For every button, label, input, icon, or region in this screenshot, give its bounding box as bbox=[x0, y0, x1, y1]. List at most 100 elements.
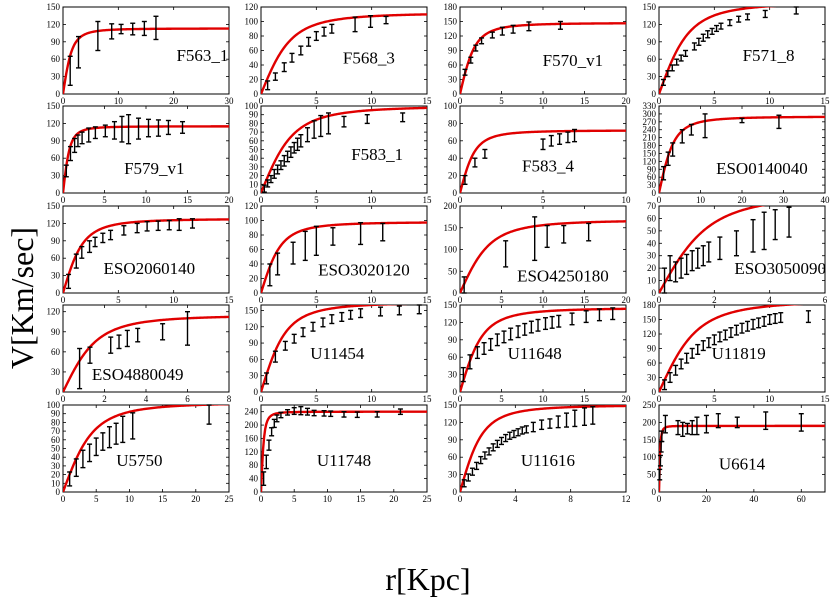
y-tick-label: 150 bbox=[47, 201, 61, 211]
y-tick-label: 60 bbox=[249, 46, 259, 56]
data-point bbox=[100, 232, 106, 244]
y-tick-label: 120 bbox=[245, 2, 259, 12]
y-tick-label: 60 bbox=[51, 435, 61, 445]
y-tick-label: 50 bbox=[647, 226, 657, 236]
data-point bbox=[539, 419, 545, 431]
data-point bbox=[185, 310, 190, 346]
x-tick-label: 5 bbox=[314, 195, 319, 205]
data-point bbox=[165, 119, 171, 136]
fit-clip-group bbox=[261, 305, 410, 392]
x-tick-label: 10 bbox=[114, 96, 124, 106]
data-point bbox=[590, 406, 596, 425]
x-tick-label: 0 bbox=[61, 295, 66, 305]
y-tick-label: 180 bbox=[444, 2, 458, 12]
y-axis-title: V[Km/sec] bbox=[4, 227, 40, 369]
y-tick-label: 80 bbox=[249, 31, 259, 41]
data-point bbox=[511, 429, 517, 439]
y-tick-label: 0 bbox=[652, 188, 657, 198]
x-tick-label: 0 bbox=[657, 195, 662, 205]
data-point bbox=[155, 220, 161, 232]
y-tick-label: 90 bbox=[249, 110, 259, 120]
data-point bbox=[684, 253, 690, 276]
x-tick-label: 30 bbox=[779, 195, 789, 205]
data-point bbox=[472, 157, 478, 168]
data-point bbox=[530, 421, 536, 433]
y-tick-label: 120 bbox=[444, 417, 458, 427]
y-tick-label: 90 bbox=[51, 236, 61, 246]
y-tick-label: 30 bbox=[51, 72, 61, 82]
data-point bbox=[263, 454, 269, 470]
y-tick-label: 60 bbox=[647, 213, 657, 223]
fit-curve bbox=[261, 221, 427, 293]
y-tick-label: 30 bbox=[448, 75, 458, 85]
data-point bbox=[761, 315, 767, 327]
data-point bbox=[264, 372, 270, 385]
data-point bbox=[92, 126, 98, 140]
data-point bbox=[155, 119, 161, 137]
y-tick-label: 120 bbox=[47, 19, 61, 29]
data-point bbox=[267, 263, 273, 287]
x-tick-label: 6 bbox=[185, 394, 190, 404]
data-point bbox=[341, 410, 347, 418]
data-point bbox=[358, 308, 364, 319]
data-point bbox=[278, 160, 284, 171]
data-point bbox=[300, 327, 306, 338]
data-point bbox=[688, 123, 694, 136]
y-tick-label: 30 bbox=[647, 180, 657, 190]
x-tick-label: 0 bbox=[657, 494, 662, 504]
y-tick-label: 70 bbox=[51, 426, 61, 436]
y-tick-label: 60 bbox=[448, 60, 458, 70]
data-point bbox=[289, 52, 295, 63]
data-point bbox=[121, 225, 127, 236]
data-point bbox=[63, 164, 69, 178]
panel-f568-3: 0 5 10 15 0 20 40 60 80 100 120 F568_3 bbox=[245, 2, 433, 106]
x-tick-label: 10 bbox=[169, 295, 179, 305]
data-point bbox=[364, 113, 370, 125]
data-point bbox=[528, 320, 534, 334]
fit-curve bbox=[659, 424, 825, 492]
x-tick-label: 5 bbox=[712, 394, 717, 404]
data-point bbox=[468, 56, 474, 64]
data-point bbox=[717, 331, 723, 343]
x-tick-label: 5 bbox=[314, 96, 319, 106]
data-point bbox=[130, 412, 136, 440]
data-point bbox=[564, 412, 570, 428]
panel-title: U11454 bbox=[310, 344, 365, 363]
data-point bbox=[700, 33, 706, 42]
data-point bbox=[739, 322, 745, 334]
data-point bbox=[786, 206, 792, 238]
data-point bbox=[141, 20, 147, 37]
data-point bbox=[102, 124, 108, 138]
data-point bbox=[662, 267, 668, 294]
data-point bbox=[311, 409, 317, 417]
x-tick-label: 10 bbox=[367, 195, 377, 205]
panel-title: ESO0140040 bbox=[716, 159, 808, 178]
data-point bbox=[488, 337, 494, 351]
data-point bbox=[544, 224, 550, 249]
y-tick-label: 80 bbox=[448, 118, 458, 128]
panel-title: ESO4250180 bbox=[517, 267, 609, 286]
x-tick-label: 20 bbox=[191, 494, 201, 504]
y-tick-label: 200 bbox=[444, 201, 458, 211]
y-tick-label: 200 bbox=[643, 417, 657, 427]
fit-curve bbox=[659, 7, 777, 94]
data-point bbox=[461, 479, 467, 488]
y-tick-label: 20 bbox=[448, 171, 458, 181]
y-tick-label: 40 bbox=[249, 474, 259, 484]
y-tick-label: 120 bbox=[643, 156, 657, 166]
panel-frame bbox=[459, 404, 627, 493]
data-point bbox=[144, 220, 150, 232]
y-tick-label: 60 bbox=[51, 153, 61, 163]
panel-frame bbox=[658, 6, 826, 95]
data-point bbox=[673, 261, 679, 283]
data-point bbox=[736, 15, 742, 23]
data-point bbox=[329, 314, 335, 325]
data-point bbox=[569, 312, 575, 326]
data-point bbox=[700, 245, 706, 267]
y-tick-label: 80 bbox=[249, 460, 259, 470]
data-point bbox=[501, 330, 507, 344]
y-tick-label: 120 bbox=[444, 317, 458, 327]
x-tick-label: 10 bbox=[539, 394, 549, 404]
x-tick-label: 10 bbox=[539, 295, 549, 305]
y-tick-label: 30 bbox=[51, 367, 61, 377]
